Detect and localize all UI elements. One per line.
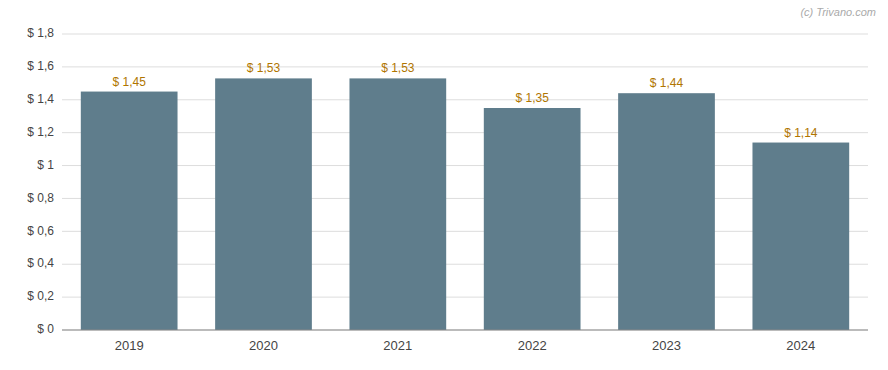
x-tick-label: 2023 xyxy=(652,338,681,353)
bar xyxy=(81,92,178,330)
x-axis: 2019 2020 2021 2022 2023 2024 xyxy=(115,338,816,353)
grid-line xyxy=(62,198,868,199)
grid-line xyxy=(62,34,868,35)
y-tick-label: $ 1 xyxy=(37,158,54,172)
data-label: $ 1,35 xyxy=(515,91,549,105)
y-tick-label: $ 1,8 xyxy=(27,26,54,40)
data-label: $ 1,53 xyxy=(381,61,415,75)
data-label: $ 1,53 xyxy=(247,61,281,75)
bar xyxy=(618,93,715,330)
bar xyxy=(215,78,312,330)
bars xyxy=(81,78,849,330)
x-tick-label: 2021 xyxy=(383,338,412,353)
grid xyxy=(62,34,868,330)
x-tick-label: 2019 xyxy=(115,338,144,353)
bar xyxy=(349,78,446,330)
y-tick-label: $ 0,8 xyxy=(27,191,54,205)
grid-line xyxy=(62,231,868,232)
chart: $ 0 $ 0,2 $ 0,4 $ 0,6 $ 0,8 $ 1 $ 1,2 $ 1,4 $ 1,… xyxy=(0,0,888,370)
x-tick-label: 2022 xyxy=(518,338,547,353)
grid-line xyxy=(62,264,868,265)
y-tick-label: $ 1,4 xyxy=(27,92,54,106)
y-axis: $ 0 $ 0,2 $ 0,4 $ 0,6 $ 0,8 $ 1 $ 1,2 $ 1,4 $ 1,… xyxy=(27,26,54,336)
bar xyxy=(752,143,849,330)
grid-line xyxy=(62,99,868,100)
y-tick-label: $ 0,2 xyxy=(27,289,54,303)
x-tick-label: 2020 xyxy=(249,338,278,353)
y-tick-label: $ 1,2 xyxy=(27,125,54,139)
y-tick-label: $ 0,4 xyxy=(27,256,54,270)
y-tick-label: $ 0 xyxy=(37,322,54,336)
bar xyxy=(484,108,581,330)
data-labels: $ 1,45 $ 1,53 $ 1,53 $ 1,35 $ 1,44 $ 1,14 xyxy=(112,61,817,139)
y-tick-label: $ 1,6 xyxy=(27,59,54,73)
grid-line xyxy=(62,165,868,166)
grid-line xyxy=(62,330,868,331)
annotation: (c) Trivano.com xyxy=(800,6,876,18)
grid-line xyxy=(62,297,868,298)
x-axis-line xyxy=(62,330,868,331)
x-tick-label: 2024 xyxy=(786,338,815,353)
data-label: $ 1,14 xyxy=(784,126,818,140)
data-label: $ 1,44 xyxy=(650,76,684,90)
grid-line xyxy=(62,132,868,133)
data-label: $ 1,45 xyxy=(112,75,146,89)
grid-line xyxy=(62,66,868,67)
y-tick-label: $ 0,6 xyxy=(27,224,54,238)
